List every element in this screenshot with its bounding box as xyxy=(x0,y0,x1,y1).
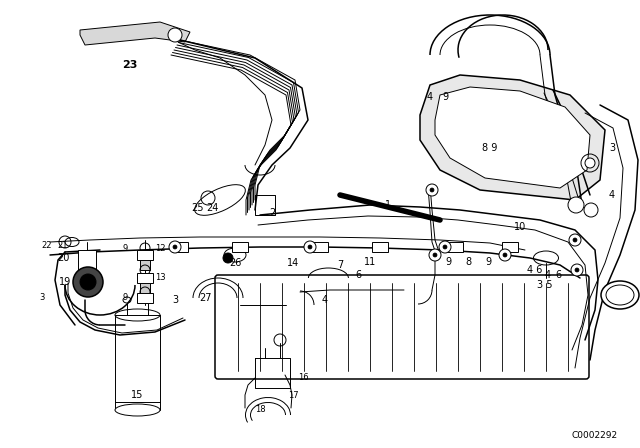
Bar xyxy=(372,242,388,252)
Text: 8 9: 8 9 xyxy=(483,143,498,153)
Text: 25: 25 xyxy=(191,203,204,213)
Text: 7: 7 xyxy=(337,260,343,270)
Text: 19: 19 xyxy=(59,277,71,287)
Circle shape xyxy=(73,267,103,297)
Text: 22: 22 xyxy=(42,241,52,250)
Text: 9: 9 xyxy=(442,92,448,102)
Circle shape xyxy=(429,249,441,261)
Circle shape xyxy=(308,245,312,249)
Text: 9: 9 xyxy=(122,293,127,302)
Text: 14: 14 xyxy=(287,258,299,268)
Text: 26: 26 xyxy=(229,258,241,268)
Text: 3 5: 3 5 xyxy=(537,280,553,290)
Text: 10: 10 xyxy=(514,222,526,232)
Bar xyxy=(137,273,153,283)
Text: 3: 3 xyxy=(172,295,178,305)
Bar xyxy=(172,242,188,252)
Text: 21: 21 xyxy=(58,241,68,250)
Ellipse shape xyxy=(195,185,245,215)
Text: 9: 9 xyxy=(445,257,451,267)
Text: 17: 17 xyxy=(288,391,298,400)
Circle shape xyxy=(443,245,447,249)
Circle shape xyxy=(571,264,583,276)
Text: 27: 27 xyxy=(199,293,211,303)
Text: 4: 4 xyxy=(322,295,328,305)
Text: 8: 8 xyxy=(465,257,471,267)
Text: C0002292: C0002292 xyxy=(572,431,618,439)
Circle shape xyxy=(573,238,577,242)
Bar xyxy=(232,242,248,252)
Text: 16: 16 xyxy=(298,374,308,383)
Bar xyxy=(137,293,153,303)
Text: 15: 15 xyxy=(131,390,143,400)
Circle shape xyxy=(426,184,438,196)
Ellipse shape xyxy=(601,281,639,309)
Polygon shape xyxy=(435,87,590,188)
Text: 3: 3 xyxy=(39,293,45,302)
Circle shape xyxy=(569,234,581,246)
Text: 4 6: 4 6 xyxy=(527,265,543,275)
Circle shape xyxy=(568,197,584,213)
Text: 6: 6 xyxy=(555,270,561,280)
Circle shape xyxy=(499,249,511,261)
Bar xyxy=(447,242,463,252)
Text: 4: 4 xyxy=(427,92,433,102)
Text: 9: 9 xyxy=(122,244,127,253)
Text: 18: 18 xyxy=(255,405,266,414)
Text: 4: 4 xyxy=(609,190,615,200)
Text: 6: 6 xyxy=(355,270,361,280)
Bar xyxy=(78,250,96,272)
Bar xyxy=(502,242,518,252)
Circle shape xyxy=(304,241,316,253)
Bar xyxy=(312,242,328,252)
Circle shape xyxy=(439,241,451,253)
Text: 9: 9 xyxy=(485,257,491,267)
Text: 12: 12 xyxy=(155,244,165,253)
Text: 20: 20 xyxy=(57,253,69,263)
Circle shape xyxy=(168,28,182,42)
Polygon shape xyxy=(80,22,190,45)
Circle shape xyxy=(575,268,579,272)
Polygon shape xyxy=(420,75,605,200)
Circle shape xyxy=(433,253,437,257)
FancyBboxPatch shape xyxy=(215,275,589,379)
Ellipse shape xyxy=(115,404,160,416)
Bar xyxy=(137,250,153,260)
Circle shape xyxy=(503,253,507,257)
Circle shape xyxy=(430,188,434,192)
Circle shape xyxy=(80,274,96,290)
Text: 11: 11 xyxy=(364,257,376,267)
Text: 1: 1 xyxy=(385,200,391,210)
Bar xyxy=(140,278,150,298)
Text: 4: 4 xyxy=(545,270,551,280)
Circle shape xyxy=(173,245,177,249)
Text: 23: 23 xyxy=(122,60,138,70)
Circle shape xyxy=(169,241,181,253)
Text: 2: 2 xyxy=(269,208,275,218)
Circle shape xyxy=(585,158,595,168)
Bar xyxy=(140,250,150,270)
Text: 13: 13 xyxy=(155,273,165,283)
Text: 3: 3 xyxy=(609,143,615,153)
Text: 24: 24 xyxy=(206,203,218,213)
Circle shape xyxy=(223,253,233,263)
